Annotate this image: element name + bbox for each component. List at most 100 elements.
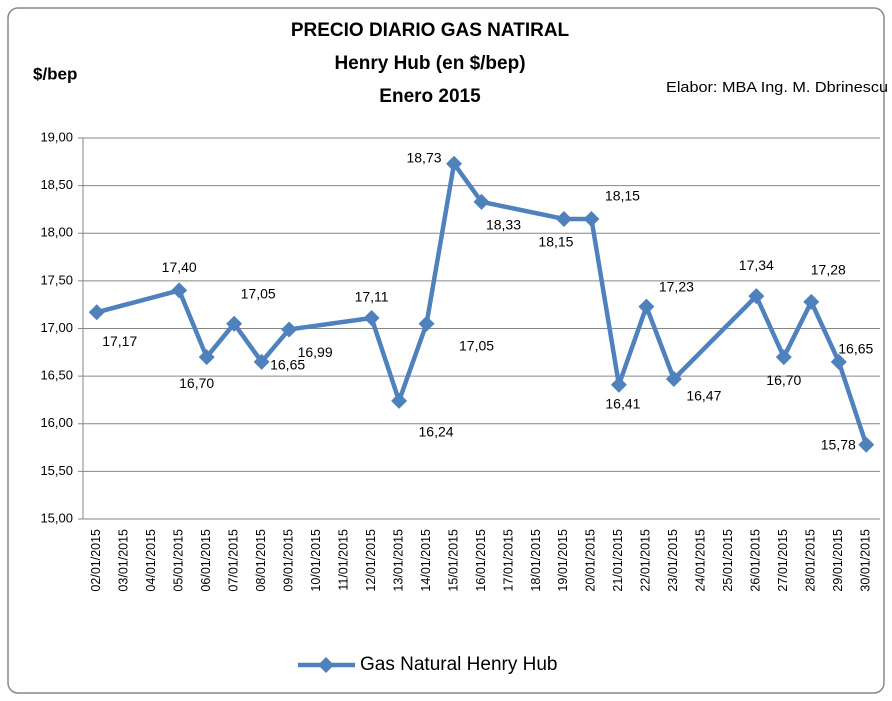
data-label: 17,11 bbox=[355, 289, 389, 305]
x-tick-label: 30/01/2015 bbox=[859, 529, 873, 592]
x-tick-label: 07/01/2015 bbox=[226, 529, 240, 592]
line-segment bbox=[231, 321, 264, 365]
data-label: 16,65 bbox=[270, 357, 305, 373]
marker bbox=[88, 304, 105, 321]
marker bbox=[858, 436, 875, 453]
x-tick-label: 04/01/2015 bbox=[144, 529, 158, 592]
x-tick-label: 28/01/2015 bbox=[804, 529, 818, 592]
x-tick-label: 05/01/2015 bbox=[171, 529, 185, 592]
line-segment bbox=[836, 359, 869, 447]
marker bbox=[171, 282, 188, 299]
marker bbox=[610, 376, 627, 393]
chart-title: PRECIO DIARIO GAS NATIRAL bbox=[291, 20, 570, 41]
data-label: 16,70 bbox=[766, 372, 801, 388]
marker bbox=[638, 298, 655, 315]
x-tick-label: 25/01/2015 bbox=[721, 529, 735, 592]
line-segment bbox=[176, 288, 209, 360]
line-segment bbox=[616, 304, 649, 387]
marker bbox=[583, 210, 600, 227]
y-tick-label: 18,50 bbox=[40, 177, 73, 192]
x-tick-label: 06/01/2015 bbox=[199, 529, 213, 592]
x-tick-label: 13/01/2015 bbox=[391, 529, 405, 592]
line-segment bbox=[479, 199, 567, 222]
marker bbox=[391, 392, 408, 409]
line-segment bbox=[809, 299, 842, 365]
x-tick-label: 16/01/2015 bbox=[474, 529, 488, 592]
x-tick-label: 02/01/2015 bbox=[89, 529, 103, 592]
marker bbox=[555, 210, 572, 227]
marker bbox=[775, 349, 792, 366]
x-tick-label: 22/01/2015 bbox=[639, 529, 653, 592]
data-label: 18,73 bbox=[406, 149, 441, 165]
x-tick-label: 03/01/2015 bbox=[117, 529, 131, 592]
x-tick-label: 20/01/2015 bbox=[584, 529, 598, 592]
annotation: Elabor: MBA Ing. M. Dbrinescu bbox=[666, 79, 888, 96]
line-series bbox=[94, 161, 869, 447]
line-segment bbox=[369, 315, 402, 404]
y-tick-label: 15,50 bbox=[40, 463, 73, 478]
data-label: 16,65 bbox=[838, 341, 873, 357]
marker bbox=[665, 370, 682, 387]
y-tick-label: 17,00 bbox=[40, 320, 73, 335]
marker bbox=[281, 321, 298, 338]
x-tick-label: 29/01/2015 bbox=[831, 529, 845, 592]
x-tick-label: 23/01/2015 bbox=[666, 529, 680, 592]
y-tick-label: 17,50 bbox=[40, 272, 73, 287]
data-label: 17,05 bbox=[241, 285, 276, 301]
y-tick-label: 19,00 bbox=[40, 129, 73, 144]
y-tick-label: 16,00 bbox=[40, 415, 73, 430]
line-segment bbox=[754, 293, 787, 360]
x-tick-label: 21/01/2015 bbox=[611, 529, 625, 592]
x-tick-label: 24/01/2015 bbox=[694, 529, 708, 592]
data-label: 17,28 bbox=[811, 262, 846, 278]
x-tick-label: 19/01/2015 bbox=[556, 529, 570, 592]
line-segment bbox=[451, 161, 484, 205]
marker bbox=[830, 353, 847, 370]
data-label: 16,47 bbox=[686, 388, 721, 404]
marker bbox=[253, 353, 270, 370]
marker bbox=[363, 310, 380, 327]
x-tick-label: 18/01/2015 bbox=[529, 529, 543, 592]
legend-label: Gas Natural Henry Hub bbox=[360, 654, 557, 675]
data-label: 16,24 bbox=[419, 424, 454, 440]
line-segment bbox=[259, 327, 292, 365]
marker bbox=[226, 315, 243, 332]
line-segment bbox=[644, 304, 677, 382]
data-label: 17,23 bbox=[659, 278, 694, 294]
x-tick-label: 27/01/2015 bbox=[776, 529, 790, 592]
y-tick-label: 18,00 bbox=[40, 225, 73, 240]
data-label: 17,05 bbox=[459, 337, 494, 353]
x-tick-label: 08/01/2015 bbox=[254, 529, 268, 592]
x-tick-label: 10/01/2015 bbox=[309, 529, 323, 592]
data-label: 17,17 bbox=[102, 333, 137, 349]
x-tick-label: 11/01/2015 bbox=[336, 529, 350, 591]
data-label: 18,15 bbox=[538, 234, 573, 250]
data-label: 18,15 bbox=[605, 188, 640, 204]
data-label: 15,78 bbox=[821, 436, 856, 452]
marker bbox=[473, 193, 490, 210]
marker bbox=[748, 288, 765, 305]
y-axis-label: $/bep bbox=[33, 64, 77, 83]
data-label: 16,70 bbox=[179, 375, 214, 391]
chart-title: Enero 2015 bbox=[379, 86, 481, 107]
x-tick-label: 12/01/2015 bbox=[364, 529, 378, 592]
line-segment bbox=[781, 299, 814, 360]
chart-border bbox=[7, 7, 885, 694]
line-segment bbox=[671, 293, 759, 382]
x-tick-label: 26/01/2015 bbox=[749, 529, 763, 592]
line-segment bbox=[286, 315, 374, 332]
line-segment bbox=[589, 216, 622, 387]
data-label: 16,41 bbox=[605, 395, 640, 411]
line-segment bbox=[396, 321, 429, 404]
line-segment bbox=[204, 321, 237, 360]
data-label: 16,99 bbox=[298, 344, 333, 360]
data-label: 17,34 bbox=[739, 257, 774, 273]
x-tick-label: 09/01/2015 bbox=[281, 529, 295, 592]
data-label: 17,40 bbox=[162, 259, 197, 275]
marker bbox=[446, 155, 463, 172]
chart-title: Henry Hub (en $/bep) bbox=[334, 53, 525, 74]
marker bbox=[198, 349, 215, 366]
line-segment bbox=[94, 288, 182, 315]
marker bbox=[803, 293, 820, 310]
